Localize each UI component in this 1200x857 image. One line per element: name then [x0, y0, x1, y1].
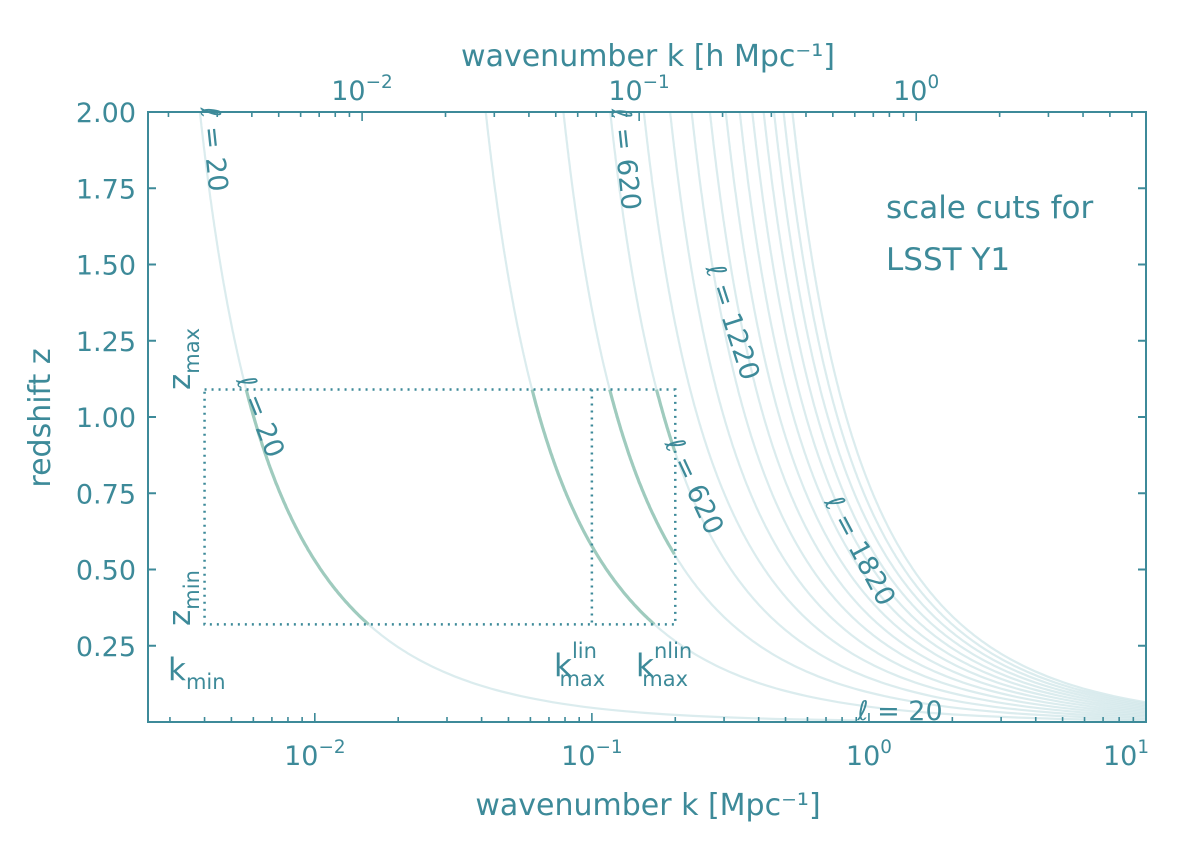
y-tick-label: 0.75 [76, 479, 136, 510]
y-tick-label: 0.50 [76, 556, 136, 587]
x-tick-label: 10−1 [561, 737, 622, 772]
ell-curve [724, 112, 1146, 712]
axes: 0.25 0.50 0.75 1.00 1.25 1.50 1.75 2.00 10−2 10−1… [76, 72, 1149, 772]
annotation-line-2: LSST Y1 [886, 242, 1010, 278]
z-max-label-text: zmax [162, 328, 204, 390]
scale-cut-rect [203, 388, 677, 626]
ell-curve [772, 112, 1146, 707]
k-max-nlin-label: knlin max [636, 639, 692, 691]
x-tick-label: 10−2 [284, 737, 345, 772]
ell-curve [762, 112, 1146, 708]
y-tick-label: 0.25 [76, 632, 136, 663]
y-tick-label: 1.75 [76, 174, 136, 205]
curve-layer [198, 112, 1146, 722]
y-tick-label: 1.25 [76, 327, 136, 358]
z-max-label: zmax [162, 328, 204, 390]
ell-curve-in-box [655, 389, 677, 453]
ell-curve [782, 112, 1146, 705]
ell-curve-in-box [244, 389, 370, 626]
k-max-lin-label-text: klin max [554, 639, 605, 691]
x-top-tick-label: 10−2 [331, 72, 392, 107]
y-tick-label: 1.00 [76, 403, 136, 434]
scale-cut-box [203, 388, 677, 626]
ell-curve [668, 112, 1146, 717]
annotation-line-1: scale cuts for [886, 190, 1093, 226]
ell-curve [738, 112, 1146, 711]
x-top-tick-label: 10−1 [608, 72, 669, 107]
k-min-label-text: kmin [168, 652, 226, 694]
ell-curve [751, 112, 1146, 710]
curve-label: ℓ = 20 [229, 371, 290, 463]
curve-label: ℓ = 620 [605, 106, 647, 212]
x-axis-label-bottom: wavenumber k [Mpc⁻¹] [475, 788, 820, 823]
ell-curve [708, 112, 1146, 714]
k-min-label: kmin [168, 652, 226, 694]
ell-curve [642, 112, 1146, 718]
k-max-nlin-label-text: knlin max [636, 639, 692, 691]
curve-label: ℓ = 20 [193, 104, 233, 193]
y-axis-label: redshift z [23, 348, 58, 487]
x-top-tick-label: 100 [893, 72, 939, 107]
x-tick-label: 100 [846, 737, 892, 772]
curve-label: ℓ = 620 [658, 433, 730, 540]
y-tick-label: 2.00 [76, 98, 136, 129]
curve-label: ℓ = 20 [856, 696, 942, 727]
k-max-lin-label: klin max [554, 639, 605, 691]
y-tick-label: 1.50 [76, 251, 136, 282]
z-min-label-text: zmin [162, 570, 204, 626]
z-min-label: zmin [162, 570, 204, 626]
ell-curve [690, 112, 1146, 715]
curve-label: ℓ = 1220 [699, 260, 766, 384]
ell-curve [791, 112, 1146, 704]
ell-curve-in-box [608, 389, 676, 556]
x-axis-label-top: wavenumber k [h Mpc⁻¹] [461, 39, 835, 74]
x-tick-label: 101 [1103, 737, 1149, 772]
ell-curve-in-box [530, 389, 656, 626]
